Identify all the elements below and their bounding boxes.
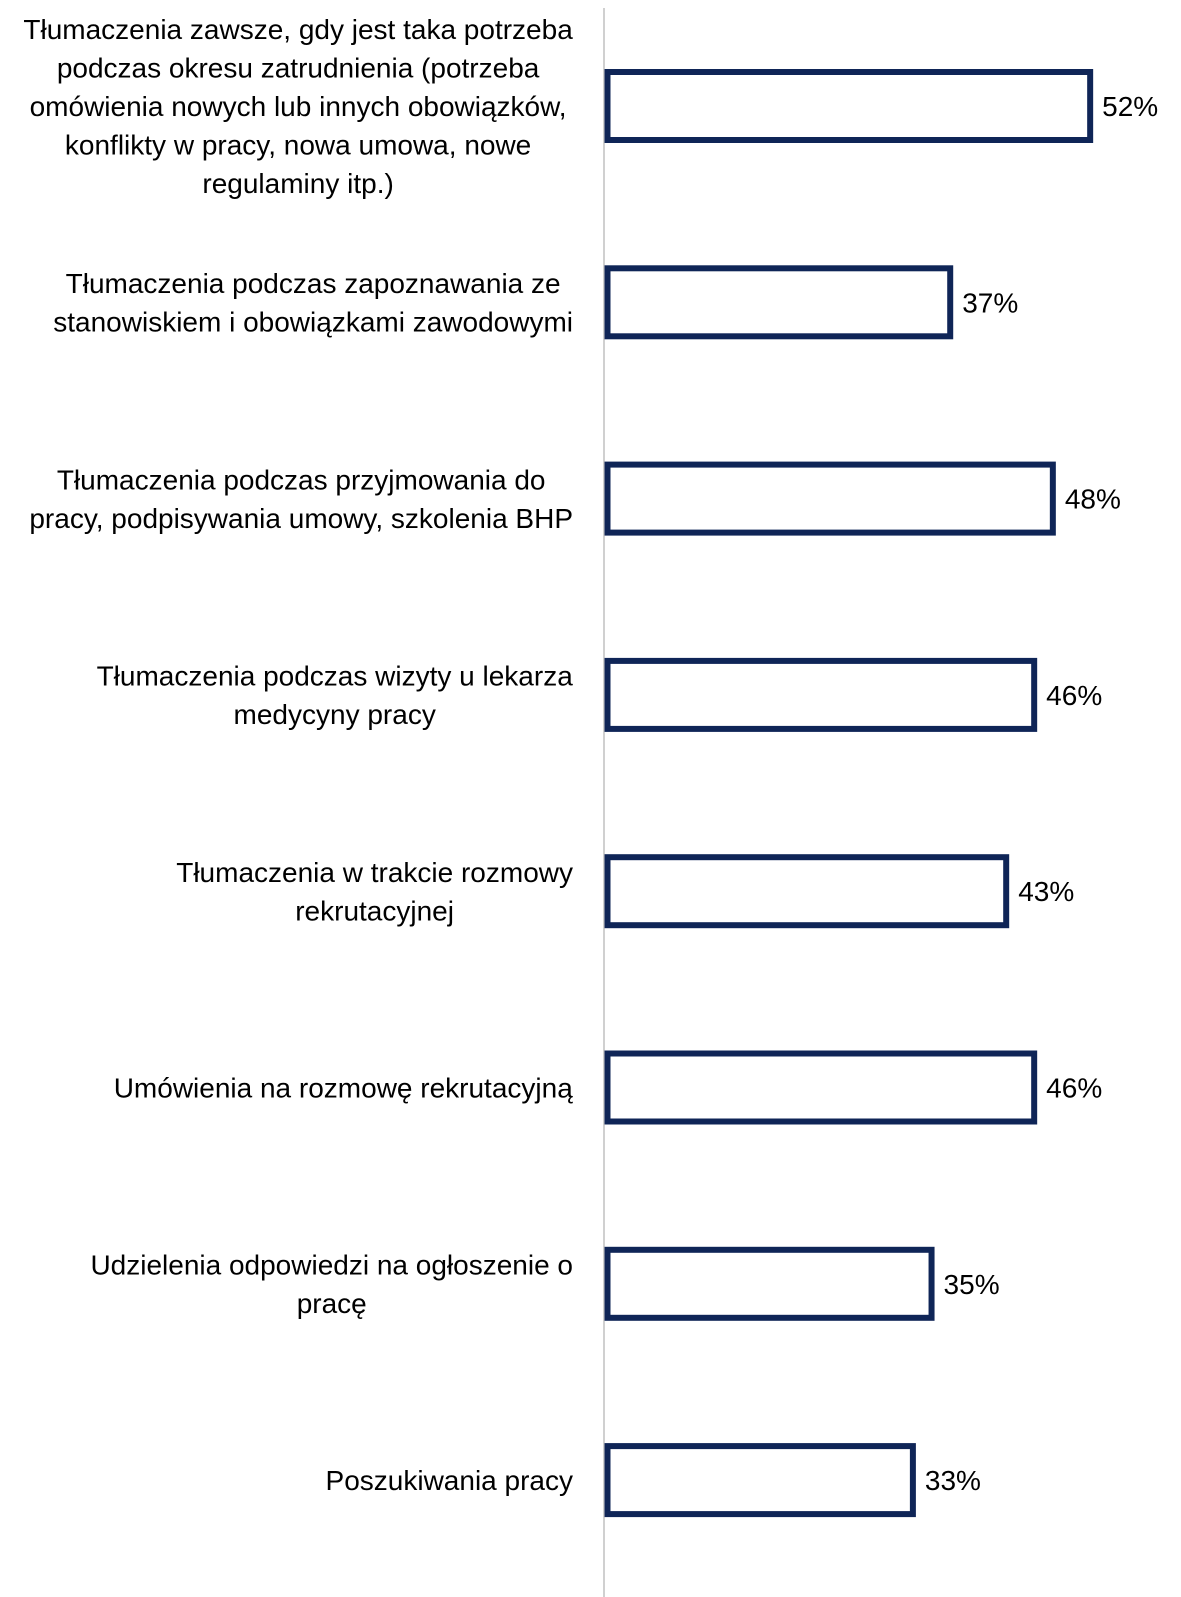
category-label-line: Poszukiwania pracy (326, 1465, 573, 1496)
category-label: Tłumaczenia podczas zapoznawania ze stano… (53, 268, 573, 338)
bar (604, 69, 1094, 143)
category-label: Tłumaczenia w trakcie rozmowy rekrutacyjn… (176, 857, 573, 927)
category-label-line: Tłumaczenia podczas zapoznawania ze (66, 268, 561, 299)
category-label: Poszukiwania pracy (326, 1465, 573, 1496)
category-label-line: podczas okresu zatrudnienia (potrzeba (57, 53, 540, 84)
value-label: 35% (944, 1269, 1000, 1300)
value-label: 33% (925, 1465, 981, 1496)
value-label: 52% (1102, 91, 1158, 122)
category-label-line: Tłumaczenia podczas wizyty u lekarza (97, 661, 574, 692)
category-label-line: regulaminy itp.) (202, 168, 393, 199)
value-label: 37% (962, 287, 1018, 318)
category-labels-group: Tłumaczenia zawsze, gdy jest taka potrze… (23, 14, 573, 1496)
category-label-line: medycyny pracy (234, 699, 436, 730)
value-labels-group: 52% 37% 48% 46% 43% 46% 35% 33% (925, 91, 1158, 1496)
category-label: Udzielenia odpowiedzi na ogłoszenie o pra… (90, 1250, 573, 1320)
value-label: 46% (1046, 1073, 1102, 1104)
bars-group (604, 69, 1094, 1518)
bar (604, 657, 1038, 732)
category-label-line: pracy, podpisywania umowy, szkolenia BHP (29, 503, 573, 534)
category-label-line: Udzielenia odpowiedzi na ogłoszenie o (90, 1250, 573, 1281)
category-label-line: pracę (297, 1288, 367, 1319)
value-label: 46% (1046, 680, 1102, 711)
value-label: 48% (1065, 484, 1121, 515)
category-label-line: Tłumaczenia zawsze, gdy jest taka potrze… (23, 14, 573, 45)
category-label: Tłumaczenia zawsze, gdy jest taka potrze… (23, 14, 573, 199)
category-label-line: rekrutacyjnej (295, 895, 454, 926)
category-label-line: Tłumaczenia w trakcie rozmowy (176, 857, 573, 888)
bar (604, 1050, 1038, 1125)
category-label: Umówienia na rozmowę rekrutacyjną (114, 1073, 574, 1104)
category-label-line: stanowiskiem i obowiązkami zawodowymi (53, 307, 573, 338)
category-label: Tłumaczenia podczas przyjmowania do pracy… (29, 464, 573, 533)
bar (604, 461, 1056, 536)
bar (604, 1246, 935, 1321)
value-label: 43% (1018, 876, 1074, 907)
category-label-line: konflikty w pracy, nowa umowa, nowe (65, 130, 531, 161)
category-label-line: Tłumaczenia podczas przyjmowania do (57, 464, 546, 495)
bar (604, 265, 954, 340)
category-label: Tłumaczenia podczas wizyty u lekarza medy… (97, 661, 574, 731)
bar (604, 854, 1010, 929)
category-label-line: Umówienia na rozmowę rekrutacyjną (114, 1073, 574, 1104)
category-label-line: omówienia nowych lub innych obowiązków, (30, 91, 567, 122)
bar (604, 1443, 916, 1518)
